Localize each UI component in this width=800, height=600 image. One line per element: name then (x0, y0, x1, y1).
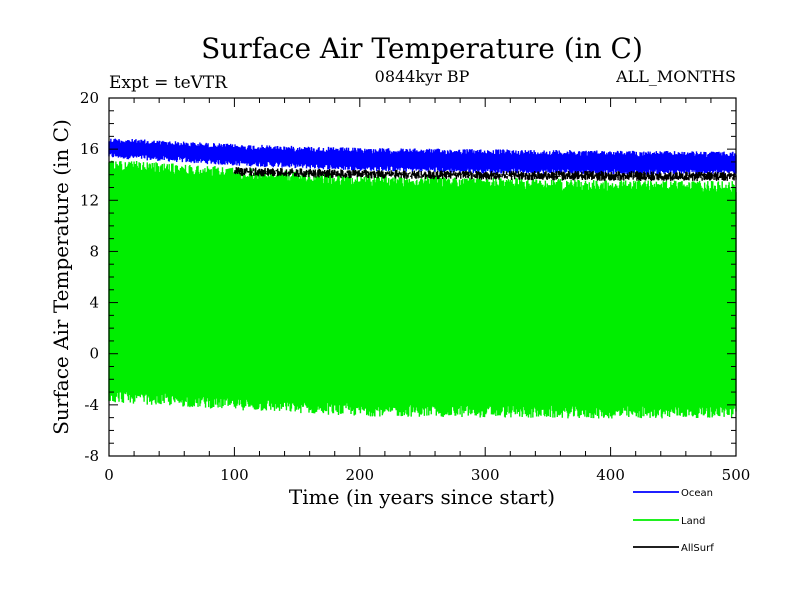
series-land (108, 160, 737, 419)
y-tick-label: -4 (84, 396, 99, 414)
x-axis-label: Time (in years since start) (289, 485, 555, 509)
legend-label-allsurf: AllSurf (681, 543, 714, 554)
y-tick-label: 0 (89, 345, 99, 363)
y-tick-label: 12 (80, 191, 99, 209)
y-tick-label: 16 (80, 140, 99, 158)
y-axis-label: Surface Air Temperature (in C) (49, 119, 73, 435)
chart-subtitle-right: ALL_MONTHS (615, 67, 736, 86)
y-tick-label: -8 (84, 447, 99, 465)
chart-title: Surface Air Temperature (in C) (201, 32, 643, 65)
x-tick-label: 500 (722, 466, 751, 484)
x-tick-label: 0 (104, 466, 114, 484)
x-tick-label: 100 (220, 466, 249, 484)
legend-label-ocean: Ocean (681, 488, 713, 499)
y-tick-label: 4 (89, 294, 99, 312)
y-tick-label: 8 (89, 242, 99, 260)
x-tick-label: 300 (471, 466, 500, 484)
chart-subtitle-left: Expt = teVTR (109, 73, 228, 93)
chart-subtitle-center: 0844kyr BP (375, 67, 470, 86)
x-tick-label: 400 (596, 466, 625, 484)
series-layer (108, 138, 737, 419)
x-tick-label: 200 (345, 466, 374, 484)
y-tick-label: 20 (80, 89, 99, 107)
series-ocean (108, 138, 737, 175)
series-allsurf (233, 167, 737, 182)
legend: Ocean Land AllSurf (633, 488, 714, 554)
ticks-layer: 0 100 200 300 400 500 -8 -4 0 4 8 12 16 20 (80, 89, 750, 484)
legend-label-land: Land (681, 516, 705, 527)
